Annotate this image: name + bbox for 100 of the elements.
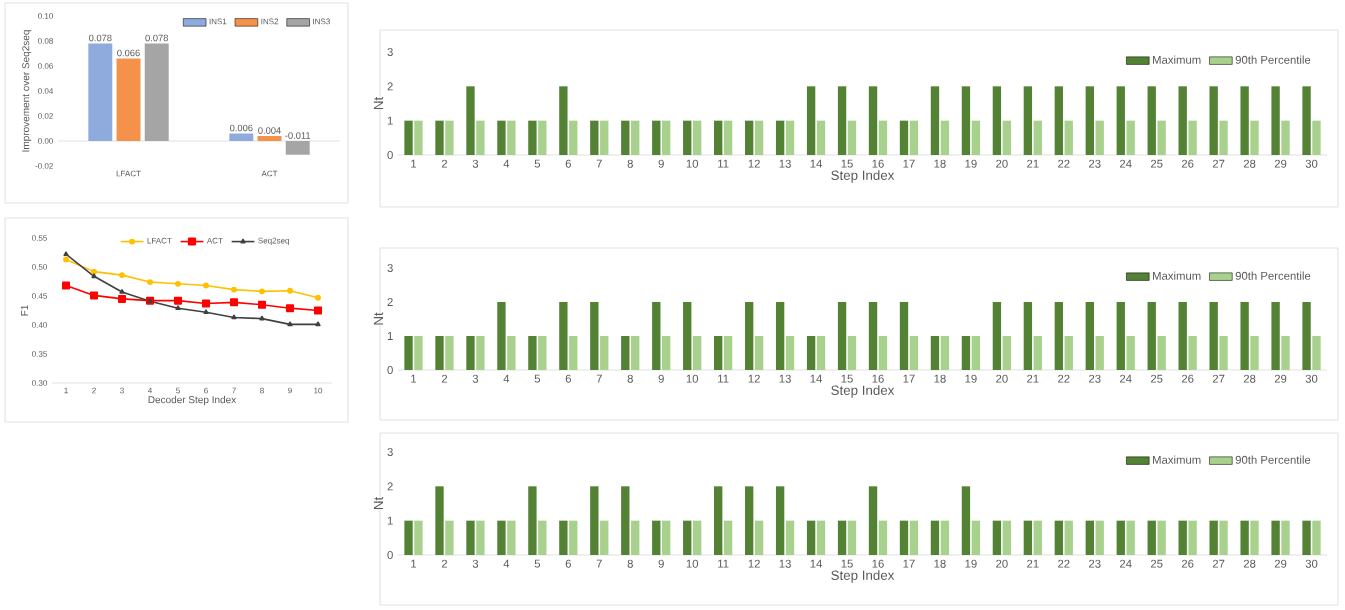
x-tick-label: 15 — [841, 559, 853, 568]
x-tick-label: 3 — [120, 387, 124, 394]
bar — [144, 43, 169, 141]
y-tick-label: 0.55 — [32, 235, 47, 241]
y-tick-label: 1 — [387, 332, 393, 340]
point — [202, 299, 210, 308]
x-tick-label: 5 — [534, 374, 541, 383]
point — [63, 256, 69, 263]
x-tick-label: 14 — [810, 159, 823, 168]
y-tick-label: 0.06 — [38, 63, 53, 69]
y-axis-title: Nt — [373, 496, 384, 510]
x-tick-label: 29 — [1274, 559, 1287, 568]
point — [287, 287, 293, 294]
y-tick-label: 1 — [387, 516, 393, 525]
x-tick-label: 18 — [934, 374, 946, 383]
x-tick-label: 5 — [534, 559, 541, 568]
y-tick-label: 0.00 — [38, 138, 53, 144]
legend-label: LFACT — [147, 237, 172, 244]
x-tick-label: 22 — [1058, 374, 1070, 383]
legend-label: INS3 — [313, 18, 330, 25]
x-tick-label: 10 — [314, 387, 323, 394]
x-tick-label: 9 — [658, 559, 664, 568]
x-tick-label: 2 — [441, 559, 448, 568]
y-tick-label: 0.40 — [32, 322, 47, 328]
bar — [88, 43, 113, 141]
data-label: 0.078 — [145, 34, 168, 42]
data-label: -0.011 — [285, 132, 311, 139]
legend-label: Maximum — [1153, 271, 1201, 280]
x-tick-label: 7 — [232, 387, 236, 394]
legend-label: INS1 — [209, 18, 227, 25]
x-tick-label: 11 — [718, 559, 729, 568]
point — [259, 315, 265, 321]
point — [119, 272, 125, 279]
x-tick-label: 14 — [810, 559, 823, 568]
x-tick-label: 10 — [686, 374, 699, 383]
x-tick-label: 25 — [1150, 559, 1163, 568]
point — [91, 273, 97, 279]
x-tick-label: 13 — [779, 559, 791, 568]
x-tick-label: 18 — [934, 159, 946, 168]
x-tick-label: 4 — [503, 559, 510, 568]
x-tick-label: 16 — [872, 374, 884, 383]
y-axis-title: Nt — [373, 96, 384, 110]
x-tick-label: 13 — [779, 374, 791, 383]
x-tick-label: 27 — [1212, 374, 1225, 383]
x-tick-label: 11 — [718, 374, 729, 383]
y-tick-label: 0.04 — [38, 88, 54, 94]
x-tick-label: 8 — [260, 387, 264, 394]
x-tick-label: 9 — [658, 159, 664, 168]
x-tick-label: 23 — [1089, 559, 1101, 568]
point — [90, 291, 99, 300]
x-tick-label: 29 — [1274, 159, 1287, 168]
x-tick-label: 6 — [565, 374, 571, 383]
x-tick-label: 28 — [1243, 559, 1256, 568]
point — [63, 251, 69, 257]
x-tick-label: 17 — [903, 374, 915, 383]
x-tick-label: 21 — [1027, 159, 1039, 168]
x-tick-label: 30 — [1305, 374, 1318, 383]
legend-label: Maximum — [1153, 55, 1201, 64]
legend-label: Seq2seq — [258, 237, 289, 246]
x-tick-label: 19 — [965, 559, 977, 568]
x-tick-label: 8 — [627, 559, 633, 568]
point — [62, 281, 71, 290]
point — [119, 288, 125, 294]
x-tick-label: 18 — [934, 559, 946, 568]
x-tick-label: 10 — [686, 559, 699, 568]
x-tick-label: 9 — [288, 387, 292, 394]
x-tick-label: 2 — [441, 374, 448, 383]
x-tick-label: 7 — [596, 159, 602, 168]
x-tick-label: 20 — [996, 374, 1008, 383]
x-tick-label: 4 — [503, 159, 510, 168]
x-tick-label: 21 — [1027, 559, 1039, 568]
y-axis-title: F1 — [21, 305, 28, 316]
y-tick-label: 0 — [387, 365, 393, 374]
y-tick-label: 3 — [387, 447, 393, 456]
x-tick-label: 3 — [472, 159, 479, 168]
x-tick-label: 6 — [204, 387, 208, 394]
x-tick-label: 15 — [841, 159, 853, 168]
point — [175, 280, 181, 287]
x-tick-label: 6 — [565, 159, 571, 168]
x-tick-label: 27 — [1212, 159, 1225, 168]
x-tick-label: 23 — [1089, 159, 1101, 168]
x-tick-label: 8 — [627, 374, 633, 383]
legend-label: 90th Percentile — [1235, 455, 1311, 464]
point — [174, 296, 183, 305]
legend-label: ACT — [206, 237, 223, 244]
x-tick-label: 21 — [1027, 374, 1039, 383]
point — [287, 321, 293, 327]
point — [259, 288, 265, 295]
y-tick-label: 3 — [387, 263, 393, 272]
x-tick-label: 12 — [748, 159, 760, 168]
x-tick-label: 24 — [1119, 159, 1132, 168]
x-tick-label: 12 — [748, 559, 760, 568]
bar — [257, 135, 282, 141]
x-tick-label: 2 — [441, 159, 448, 168]
x-tick-label: 13 — [779, 159, 791, 168]
x-tick-label: 5 — [534, 159, 541, 168]
point — [314, 306, 322, 315]
bar — [116, 58, 141, 141]
y-tick-label: -0.02 — [35, 163, 53, 169]
point — [175, 305, 181, 311]
